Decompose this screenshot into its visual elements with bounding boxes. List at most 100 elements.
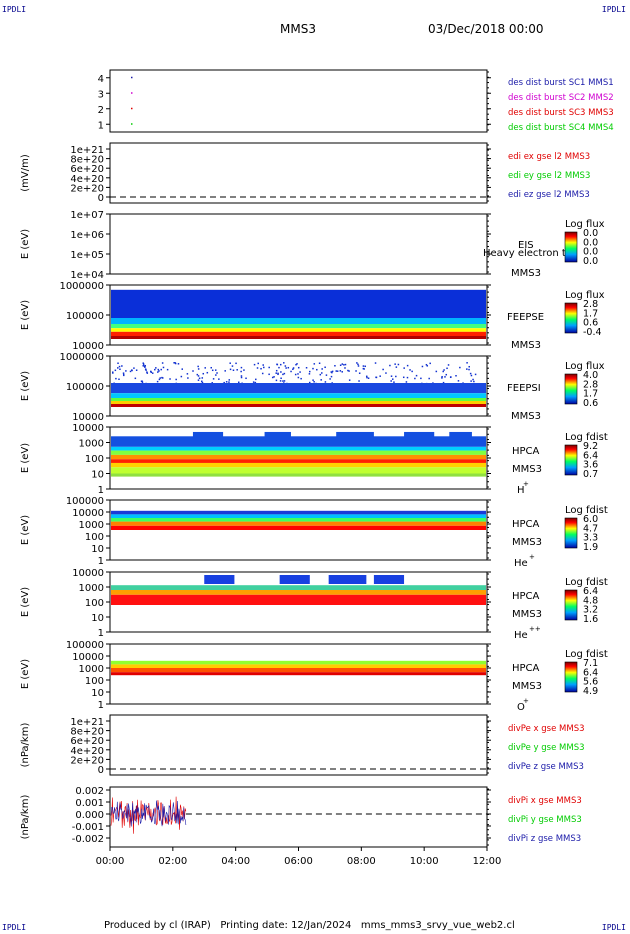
heatmap-speck [131, 369, 133, 371]
y-tick-label: 1 [98, 485, 104, 496]
y-tick-label: 0.001 [75, 798, 104, 809]
heatmap-speck [406, 364, 409, 367]
instrument-label: HPCA [512, 663, 540, 674]
heatmap-speck [201, 380, 203, 383]
y-tick-label: 10 [91, 470, 104, 481]
y-tick-label: 6e+20 [70, 736, 104, 747]
heatmap-speck [393, 381, 395, 383]
legend-label: divPe x gse MMS3 [508, 724, 585, 734]
date-title: 03/Dec/2018 00:00 [428, 22, 544, 36]
corner-label-top-right: IPDLI [601, 5, 626, 14]
legend-label: des dist burst SC2 MMS2 [508, 93, 614, 103]
heatmap-speck [466, 368, 468, 370]
heatmap-speck [201, 377, 204, 379]
heatmap-patch [449, 431, 472, 437]
y-tick-label: 1000 [79, 520, 104, 531]
heatmap-speck [366, 376, 368, 379]
heatmap-speck [157, 368, 160, 371]
y-axis-label: E (eV) [20, 229, 31, 259]
heatmap-speck [390, 375, 393, 377]
instrument-label: FEEPSE [507, 312, 544, 323]
heatmap-speck [218, 378, 220, 380]
y-tick-label: 6e+20 [70, 164, 104, 175]
heatmap-speck [395, 366, 398, 368]
y-tick-label: 4e+20 [70, 746, 104, 757]
heatmap-speck [335, 370, 338, 372]
heatmap-speck [277, 373, 279, 376]
heatmap-band [111, 336, 486, 339]
heatmap-speck [297, 376, 300, 379]
heatmap-band [111, 585, 486, 590]
heatmap-patch [264, 431, 291, 437]
heatmap-speck [202, 372, 205, 375]
heatmap-speck [240, 366, 243, 369]
heatmap-speck [415, 374, 418, 377]
heatmap-speck [283, 380, 286, 382]
heatmap-speck [469, 372, 472, 375]
heatmap-speck [357, 363, 359, 366]
heatmap-speck [115, 377, 117, 380]
panel-frame [109, 69, 488, 133]
heatmap-speck [395, 375, 397, 378]
heatmap-speck [348, 370, 350, 372]
instrument-label: HPCA [512, 519, 540, 530]
heatmap-speck [318, 362, 321, 365]
corner-label-bottom-right: IPDLI [601, 923, 626, 932]
heatmap-speck [449, 376, 452, 379]
corner-label-bottom-left: IPDLI [2, 923, 27, 932]
ion-charge-label: + [523, 480, 529, 488]
heatmap-speck [278, 366, 280, 369]
heatmap-speck [224, 370, 226, 372]
heatmap-speck [390, 380, 392, 382]
heatmap-speck [362, 367, 365, 370]
y-tick-label: 1e+07 [70, 210, 104, 221]
heatmap-speck [324, 366, 326, 369]
heatmap-speck [260, 367, 262, 370]
y-axis-label: E (eV) [20, 371, 31, 401]
heatmap-speck [237, 381, 240, 384]
heatmap-speck [402, 376, 405, 379]
heatmap-speck [356, 362, 358, 364]
x-tick-label: 04:00 [221, 856, 250, 867]
colorbar-tick-label: 0.0 [583, 228, 598, 239]
panel-frame [109, 213, 488, 275]
colorbar [564, 444, 578, 476]
heatmap-speck [142, 362, 145, 364]
heatmap-speck [447, 364, 450, 366]
heatmap-speck [472, 378, 474, 381]
heatmap-speck [271, 376, 274, 379]
heatmap-speck [112, 372, 114, 374]
heatmap-speck [297, 366, 300, 369]
heatmap-speck [261, 372, 264, 375]
heatmap-speck [141, 381, 144, 383]
heatmap-speck [135, 369, 138, 371]
y-tick-label: 0 [98, 193, 104, 204]
heatmap-speck [473, 380, 475, 383]
heatmap-speck [240, 370, 242, 373]
heatmap-speck [292, 367, 295, 369]
heatmap-speck [470, 374, 473, 377]
heatmap-speck [144, 364, 146, 367]
colorbar-title: Log flux [565, 219, 605, 230]
ion-species-label: He [514, 558, 528, 569]
heatmap-speck [457, 380, 460, 382]
y-axis-label: E (eV) [20, 443, 31, 473]
x-tick-label: 06:00 [284, 856, 313, 867]
heatmap-speck [268, 373, 270, 376]
heatmap-speck [341, 371, 343, 373]
heatmap-speck [470, 380, 472, 382]
colorbar-tick-label: 2.8 [583, 299, 598, 310]
heatmap-speck [173, 362, 175, 364]
heatmap-speck [313, 363, 316, 365]
heatmap-band [111, 436, 486, 447]
heatmap-speck [330, 375, 333, 378]
colorbar-tick-label: 6.4 [583, 450, 598, 461]
colorbar-tick-label: 2.8 [583, 379, 598, 390]
heatmap-speck [121, 365, 123, 367]
heatmap-speck [296, 363, 298, 365]
colorbar-tick-label: 0.6 [583, 318, 598, 329]
y-axis-label: (nPa/km) [20, 723, 31, 768]
ion-species-label: He [514, 630, 528, 641]
colorbar-tick-label: 1.6 [583, 614, 598, 625]
heatmap-speck [397, 363, 400, 366]
